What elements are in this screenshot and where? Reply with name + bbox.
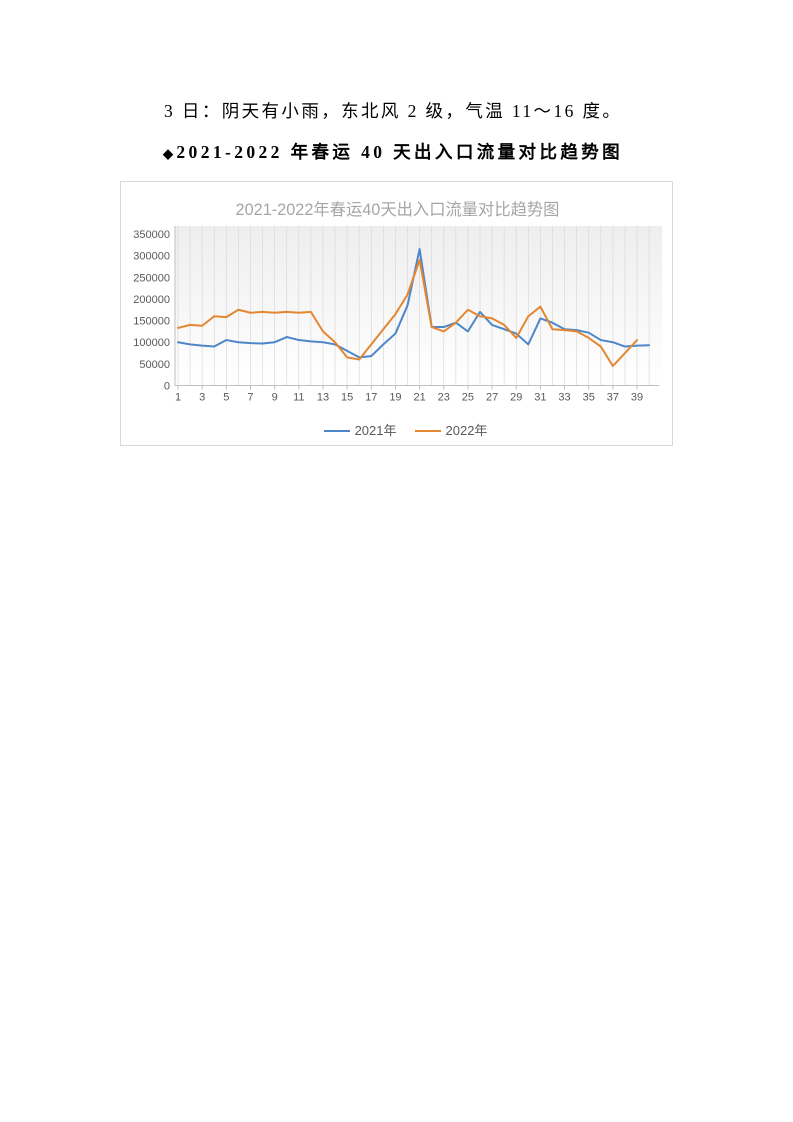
svg-text:29: 29 [510,392,522,404]
svg-text:21: 21 [413,392,425,404]
svg-text:0: 0 [164,381,170,393]
svg-text:15: 15 [341,392,353,404]
svg-text:9: 9 [272,392,278,404]
svg-text:5: 5 [223,392,229,404]
svg-text:13: 13 [317,392,329,404]
svg-text:250000: 250000 [133,272,170,284]
svg-text:33: 33 [558,392,570,404]
svg-text:300000: 300000 [133,251,170,263]
svg-text:1: 1 [175,392,181,404]
svg-text:11: 11 [293,392,304,404]
svg-text:100000: 100000 [133,337,170,349]
svg-text:39: 39 [631,392,643,404]
svg-text:31: 31 [534,392,546,404]
svg-text:3: 3 [199,392,205,404]
svg-text:27: 27 [486,392,498,404]
svg-text:7: 7 [247,392,253,404]
svg-text:50000: 50000 [139,359,170,371]
svg-text:350000: 350000 [133,229,170,241]
svg-text:23: 23 [438,392,450,404]
svg-text:19: 19 [389,392,401,404]
svg-text:37: 37 [607,392,619,404]
svg-text:25: 25 [462,392,474,404]
svg-text:150000: 150000 [133,316,170,328]
svg-text:17: 17 [365,392,377,404]
svg-text:35: 35 [583,392,595,404]
svg-text:200000: 200000 [133,294,170,306]
